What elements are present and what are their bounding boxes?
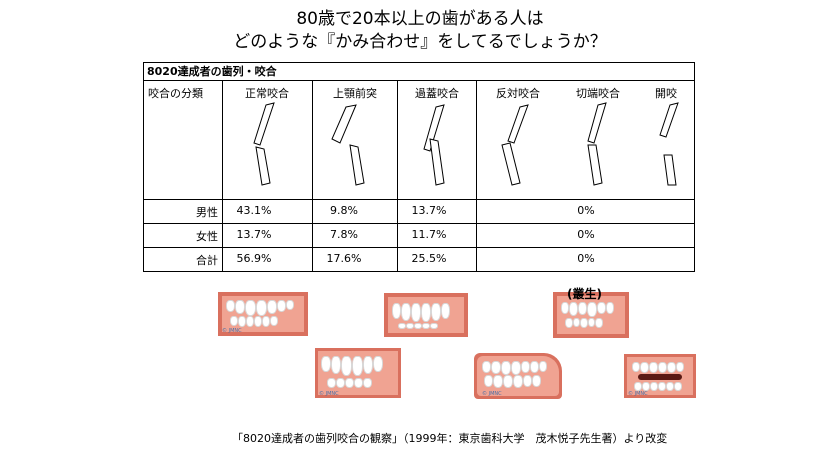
crowding-label: (叢生) <box>567 287 602 301</box>
value-cell: 9.8% <box>330 204 358 217</box>
tooth-profile-open-bite-icon <box>659 102 679 186</box>
photo-watermark: © JMNC <box>482 391 502 397</box>
teeth-photo-reverse: © JMNC <box>474 353 562 399</box>
tooth-profile-illustrations <box>253 102 679 186</box>
table-divider <box>397 81 398 271</box>
row-divider <box>144 199 694 200</box>
column-header: 正常咬合 <box>245 87 289 100</box>
photo-watermark: © JMNC <box>222 328 242 334</box>
value-cell: 56.9% <box>236 252 272 265</box>
value-cell: 7.8% <box>330 228 358 241</box>
row-divider <box>144 223 694 224</box>
row-label-male: 男性 <box>196 206 218 219</box>
tooth-profile-reverse-icon <box>501 104 529 186</box>
classification-header: 咬合の分類 <box>148 87 203 100</box>
row-label-female: 女性 <box>196 230 218 243</box>
merged-value-cell: 0% <box>577 204 595 217</box>
teeth-photo-open-bite: © JMNC <box>624 354 696 398</box>
merged-value-cell: 0% <box>577 228 595 241</box>
column-header: 切端咬合 <box>576 87 620 100</box>
occlusion-table: 8020達成者の歯列・咬合 咬合の分類 正常咬合 上顎前突 過蓋咬合 反対咬合 … <box>143 62 695 272</box>
table-divider <box>476 81 477 271</box>
column-header: 過蓋咬合 <box>415 87 459 100</box>
title-line-1: 80歳で20本以上の歯がある人は <box>296 9 544 29</box>
column-header: 上顎前突 <box>333 87 377 100</box>
table-divider <box>222 81 223 271</box>
value-cell: 43.1% <box>236 204 272 217</box>
value-cell: 17.6% <box>326 252 362 265</box>
merged-value-cell: 0% <box>577 252 595 265</box>
row-divider <box>144 247 694 248</box>
teeth-photo-crowding <box>553 292 629 338</box>
value-cell: 11.7% <box>411 228 447 241</box>
title-line-2: どのような『かみ合わせ』をしてるでしょうか？ <box>233 32 607 52</box>
source-footnote: 「8020達成者の歯列咬合の観察」（1999年：東京歯科大学 茂木悦子先生著）よ… <box>232 432 668 445</box>
column-header: 反対咬合 <box>496 87 540 100</box>
table-caption: 8020達成者の歯列・咬合 <box>144 63 694 81</box>
teeth-photo-normal: © JMNC <box>218 292 308 336</box>
open-bite-gap <box>638 374 682 380</box>
teeth-photo-upper-protrusion: © JMNC <box>315 348 401 398</box>
tooth-profile-deep-bite-icon <box>423 104 445 186</box>
tooth-profile-edge-to-edge-icon <box>587 102 607 186</box>
value-cell: 13.7% <box>236 228 272 241</box>
tooth-profile-normal-icon <box>253 102 275 186</box>
value-cell: 25.5% <box>411 252 447 265</box>
table-divider <box>312 81 313 271</box>
row-label-total: 合計 <box>196 254 218 267</box>
photo-watermark: © JMNC <box>628 391 648 397</box>
column-header: 開咬 <box>655 87 677 100</box>
photo-watermark: © JMNC <box>319 391 339 397</box>
tooth-profile-upper-protrusion-icon <box>331 104 365 186</box>
teeth-photo-deep-bite <box>384 293 468 337</box>
value-cell: 13.7% <box>411 204 447 217</box>
